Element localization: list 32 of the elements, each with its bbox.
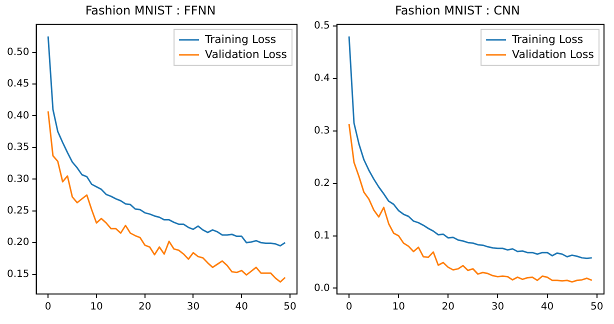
y-tick-label: 0.50	[7, 46, 30, 58]
legend-label: Training Loss	[511, 32, 584, 46]
y-tick-label: 0.5	[314, 20, 330, 32]
x-tick-label: 20	[442, 302, 455, 313]
x-tick-label: 0	[44, 302, 52, 313]
x-tick-label: 10	[90, 302, 103, 313]
x-tick-label: 30	[186, 302, 200, 313]
legend-label: Validation Loss	[512, 48, 594, 61]
x-tick-label: 20	[138, 302, 152, 313]
x-tick-label: 0	[346, 302, 352, 313]
y-tick-label: 0.3	[314, 125, 330, 136]
y-tick-label: 0.40	[7, 110, 30, 122]
y-tick-label: 0.0	[314, 282, 330, 294]
y-tick-label: 0.1	[314, 230, 330, 242]
x-tick-label: 50	[590, 302, 604, 313]
x-tick-label: 40	[540, 302, 554, 313]
chart-title: Fashion MNIST : CNN	[395, 3, 520, 18]
x-tick-label: 30	[491, 302, 504, 313]
y-tick-label: 0.45	[7, 78, 30, 90]
x-tick-label: 10	[392, 302, 405, 313]
legend-label: Training Loss	[204, 32, 276, 46]
y-tick-label: 0.15	[7, 268, 30, 280]
y-tick-label: 0.20	[7, 237, 30, 248]
y-tick-label: 0.25	[7, 205, 30, 216]
x-tick-label: 40	[235, 302, 248, 313]
y-tick-label: 0.30	[7, 174, 30, 185]
y-tick-label: 0.2	[314, 178, 330, 189]
y-tick-label: 0.35	[7, 142, 30, 154]
x-tick-label: 50	[284, 302, 296, 313]
legend-label: Validation Loss	[205, 48, 288, 61]
y-tick-label: 0.4	[314, 73, 330, 84]
chart-title: Fashion MNIST : FFNN	[85, 3, 216, 18]
